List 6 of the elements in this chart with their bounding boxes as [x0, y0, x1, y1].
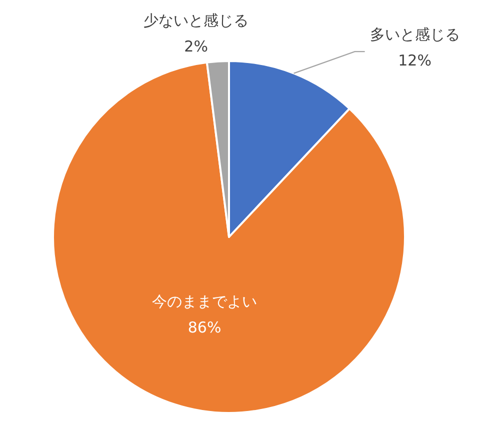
slice-label: 今のままでよい	[152, 292, 258, 310]
slice-label: 多いと感じる	[370, 26, 460, 44]
data-label: 2%	[184, 37, 208, 56]
slice-label: 少ないと感じる	[144, 11, 249, 30]
data-label: 86%	[188, 318, 222, 336]
data-label: 12%	[398, 52, 432, 70]
